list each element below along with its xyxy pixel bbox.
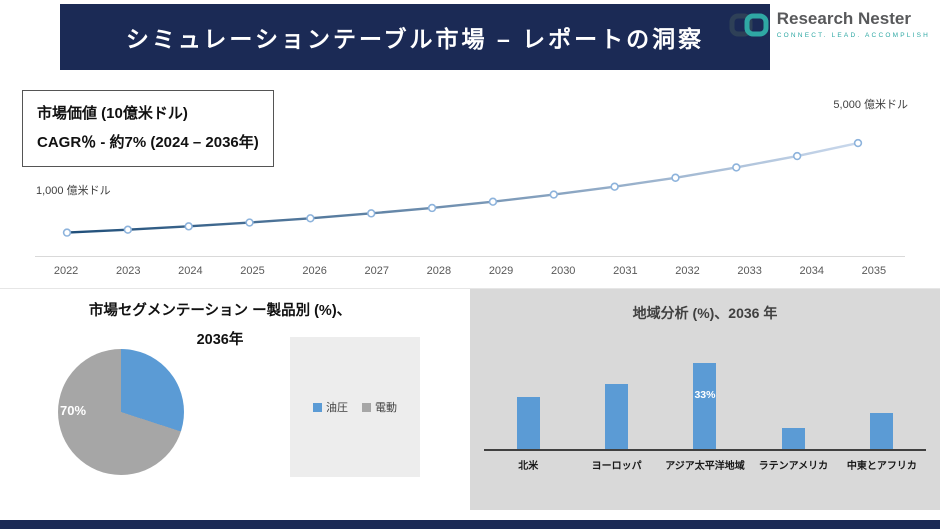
bar-category-label: アジア太平洋地域 (665, 461, 745, 472)
line-chart-plot (35, 98, 905, 256)
x-axis-label: 2024 (178, 265, 203, 277)
x-axis-label: 2031 (613, 265, 638, 277)
x-axis-label: 2027 (364, 265, 390, 277)
region-bar-chart: 33% 北米 ヨーロッパ アジア太平洋地域 ラテンアメリカ 中東とアフリカ (484, 346, 926, 472)
data-point-marker (306, 214, 315, 223)
data-point-marker (123, 225, 133, 234)
start-value-annotation: 1,000 億米ドル (36, 185, 111, 197)
product-pie-chart (58, 349, 184, 475)
x-axis-label: 2029 (488, 265, 514, 277)
data-point-marker (549, 190, 558, 199)
region-bar (870, 412, 894, 449)
segmentation-title-line2: 2036年 (196, 332, 244, 348)
data-point-marker (427, 203, 437, 213)
data-point-marker (610, 182, 619, 191)
legend-item-electric: 電動 (362, 399, 397, 415)
segmentation-panel: 市場セグメンテーション ー製品別 (%)、 2036年 70% 油圧 電動 ソー… (0, 289, 470, 510)
company-logo: Research Nester Connect. Lead. Accomplis… (728, 9, 930, 45)
x-axis-label: 2032 (675, 265, 700, 277)
legend-item-hydraulic: 油圧 (313, 399, 348, 415)
x-axis-label: 2028 (426, 265, 452, 277)
logo-text: Research Nester Connect. Lead. Accomplis… (776, 9, 930, 39)
legend-swatch-gray (362, 402, 371, 412)
data-point-marker (245, 218, 254, 227)
region-bar: 33% (693, 363, 717, 449)
x-axis-label: 2025 (240, 265, 265, 277)
legend-swatch-blue (313, 402, 322, 412)
x-axis-label: 2026 (302, 265, 327, 277)
logo-tagline: Connect. Lead. Accomplish (776, 31, 930, 39)
cagr-label: CAGR％ - 約7% (2024 – 2036年) (37, 133, 259, 151)
x-axis-label: 2033 (737, 265, 762, 277)
end-value-annotation: 5,000 億米ドル (833, 99, 908, 111)
segmentation-title-line1: 市場セグメンテーション ー製品別 (%)、 (88, 303, 352, 319)
data-point-marker (184, 222, 193, 231)
title-banner: シミュレーションテーブル市場 – レポートの洞察 (60, 4, 770, 70)
x-axis-label: 2034 (799, 265, 824, 277)
bar-category-label: 中東とアフリカ (846, 461, 917, 472)
x-axis-label: 2030 (550, 265, 576, 277)
data-point-marker (732, 163, 741, 172)
bar-data-label: 33% (694, 388, 716, 401)
data-point-marker (367, 209, 376, 218)
legend-label-hydraulic: 油圧 (326, 402, 348, 414)
data-point-marker (62, 228, 72, 237)
data-point-marker (792, 151, 802, 161)
data-point-marker (671, 173, 680, 182)
logo-name: Research Nester (776, 9, 911, 28)
x-axis-label: 2023 (115, 265, 141, 277)
region-analysis-panel: 地域分析 (%)、2036 年 33% 北米 ヨーロッパ アジア太平洋地域 ラテンアメ… (470, 289, 940, 510)
trend-line (66, 141, 859, 234)
region-chart-title: 地域分析 (%)、2036 年 (632, 305, 778, 321)
data-point-marker (488, 197, 498, 206)
x-axis-label: 2035 (861, 265, 887, 277)
bar-category-labels: 北米 ヨーロッパ アジア太平洋地域 ラテンアメリカ 中東とアフリカ (484, 457, 926, 472)
bars-row: 33% (484, 346, 926, 451)
bottom-section: 市場セグメンテーション ー製品別 (%)、 2036年 70% 油圧 電動 ソー… (0, 288, 940, 510)
market-value-info-box: 市場価値 (10億米ドル) CAGR％ - 約7% (2024 – 2036年) (22, 90, 274, 167)
bar-category-label: ヨーロッパ (591, 461, 642, 472)
market-value-label: 市場価値 (10億米ドル) (37, 105, 188, 122)
region-bar (605, 384, 629, 449)
page-title: シミュレーションテーブル市場 – レポートの洞察 (125, 26, 705, 52)
pie-data-label: 70% (60, 403, 87, 418)
bar-category-label: 北米 (518, 461, 539, 472)
logo-links-icon (728, 10, 770, 45)
x-axis-year-labels: 2022 2023 2024 2025 2026 2027 2028 2029 2030 2031… (35, 256, 905, 277)
region-bar (516, 397, 540, 449)
region-bar (781, 428, 805, 449)
data-point-marker (853, 138, 863, 148)
bar-category-label: ラテンアメリカ (758, 461, 829, 472)
legend-label-electric: 電動 (375, 402, 397, 414)
market-value-line-chart-section: 市場価値 (10億米ドル) CAGR％ - 約7% (2024 – 2036年)… (0, 78, 940, 288)
x-axis-label: 2022 (53, 265, 79, 277)
bottom-navy-strip (0, 520, 940, 529)
pie-legend-box: 油圧 電動 (290, 337, 420, 477)
